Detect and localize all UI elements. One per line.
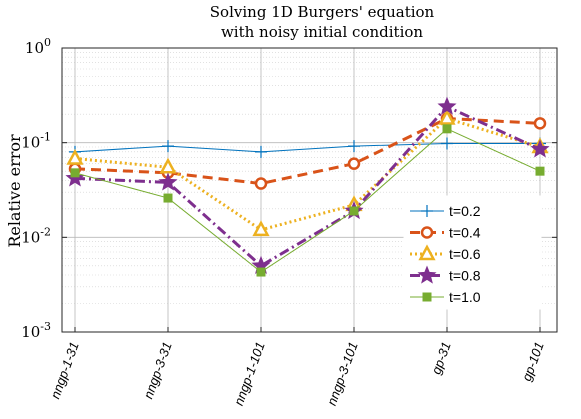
legend: t=0.2 t=0.4 t=0.6 t=0.8 t=1.0 xyxy=(403,195,542,310)
data-point xyxy=(442,124,452,134)
data-point xyxy=(66,148,84,165)
data-point xyxy=(530,139,550,158)
data-point xyxy=(347,157,361,170)
series-line xyxy=(74,128,541,273)
data-point xyxy=(163,193,173,203)
series-t=0.4 xyxy=(68,112,547,190)
legend-marker xyxy=(420,226,434,239)
legend-marker xyxy=(417,265,437,284)
chart-title-line1: Solving 1D Burgers' equation xyxy=(210,3,435,21)
series-group xyxy=(65,96,550,277)
legend-marker xyxy=(421,205,433,217)
y-tick-label: 10-3 xyxy=(21,320,51,341)
legend-label: t=0.6 xyxy=(449,246,481,262)
data-point xyxy=(158,172,178,191)
data-point xyxy=(438,108,456,125)
data-point xyxy=(349,206,359,216)
data-point xyxy=(255,145,267,158)
y-tick-label: 100 xyxy=(25,36,51,57)
data-point xyxy=(70,168,80,178)
legend-marker xyxy=(418,244,436,261)
y-tick-label: 10-1 xyxy=(21,131,51,152)
legend-entry: t=0.8 xyxy=(410,265,481,284)
legend-marker xyxy=(422,292,432,302)
x-tick-label: nngp-3-31 xyxy=(140,340,174,401)
y-axis-label: Relative error xyxy=(5,134,24,248)
x-tick-label: nngp-3-101 xyxy=(324,340,361,408)
series-t=0.8 xyxy=(65,96,550,274)
x-tick-label: gp-101 xyxy=(519,340,547,383)
legend-entry: t=1.0 xyxy=(410,289,481,305)
data-point xyxy=(162,140,174,153)
chart-title-line2: with noisy initial condition xyxy=(221,23,423,41)
data-point xyxy=(254,177,268,190)
data-point xyxy=(256,267,266,277)
data-point xyxy=(535,166,545,176)
legend-entry: t=0.4 xyxy=(410,225,481,241)
series-line xyxy=(74,104,541,268)
data-point xyxy=(252,220,270,237)
plot-frame xyxy=(61,47,558,333)
series-line xyxy=(74,143,540,153)
data-point xyxy=(159,157,177,174)
legend-entry: t=0.2 xyxy=(410,203,481,219)
x-tick-label: nngp-1-101 xyxy=(231,340,268,408)
y-tick-label: 10-2 xyxy=(21,225,51,246)
series-line xyxy=(74,116,541,186)
x-tick-labels: nngp-1-31 nngp-3-31 nngp-1-101 nngp-3-101 gp… xyxy=(47,340,546,408)
legend-label: t=0.4 xyxy=(449,225,481,241)
data-point xyxy=(533,117,547,130)
legend-label: t=1.0 xyxy=(449,289,481,305)
series-t=1.0 xyxy=(70,124,545,277)
data-point xyxy=(348,140,360,153)
legend-label: t=0.2 xyxy=(449,203,481,219)
data-point xyxy=(437,96,457,115)
data-point xyxy=(441,137,453,150)
x-tick-label: nngp-1-31 xyxy=(47,340,81,401)
y-tick-labels: 100 10-1 10-2 10-3 xyxy=(21,36,51,341)
series-t=0.2 xyxy=(69,137,546,158)
legend-entry: t=0.6 xyxy=(410,244,481,262)
x-tick-label: gp-31 xyxy=(428,340,453,376)
legend-label: t=0.8 xyxy=(449,268,481,284)
data-point xyxy=(65,168,85,187)
